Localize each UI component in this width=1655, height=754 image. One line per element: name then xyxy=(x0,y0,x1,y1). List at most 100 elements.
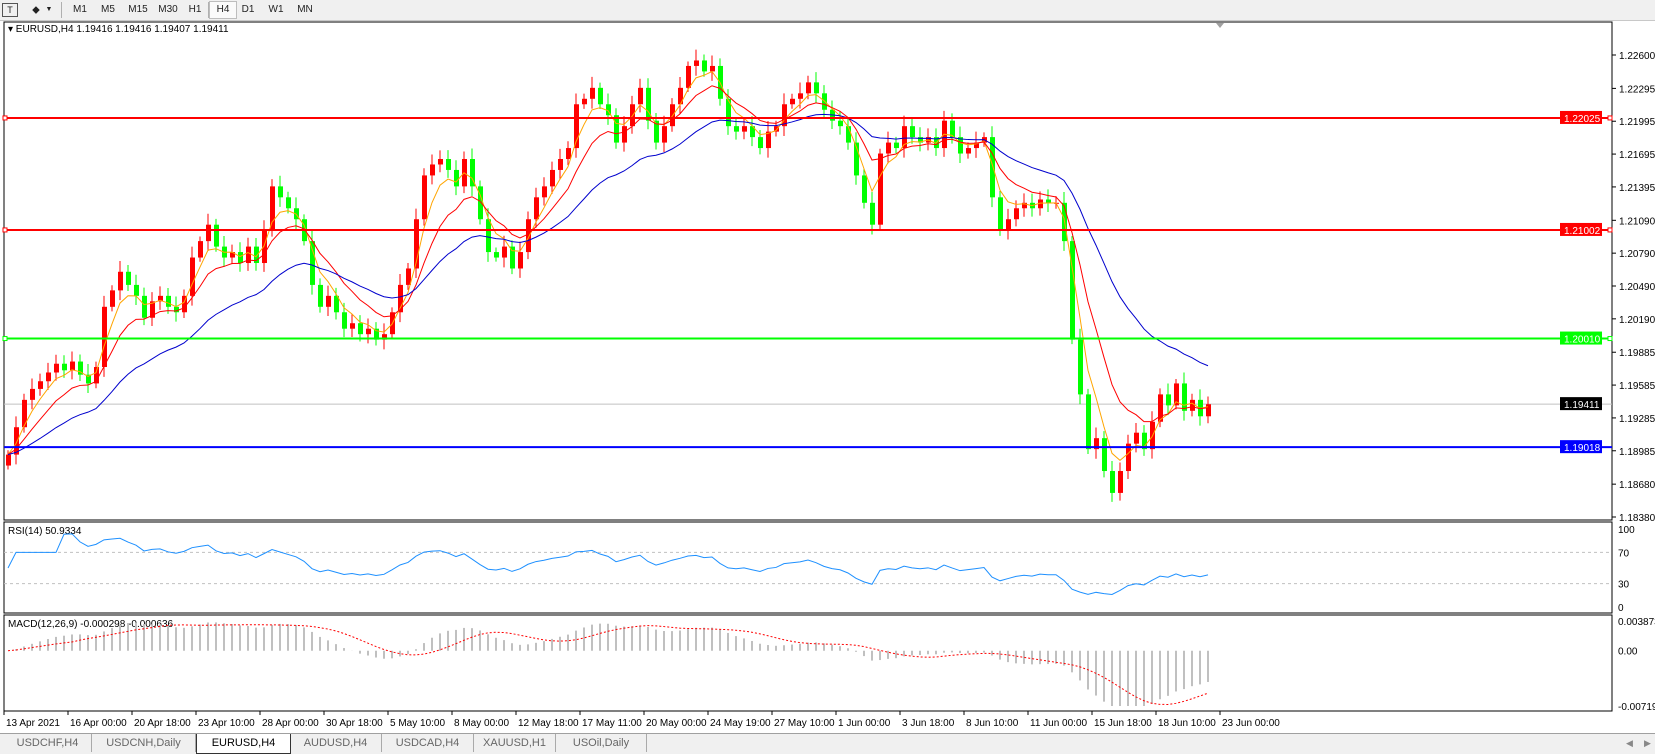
tab-audusd-h4[interactable]: AUDUSD,H4 xyxy=(290,734,382,752)
candle-body xyxy=(558,159,563,170)
tab-eurusd-h4[interactable]: EURUSD,H4 xyxy=(196,734,291,754)
candle-body xyxy=(158,295,163,302)
candle-body xyxy=(342,312,347,329)
time-axis-label: 8 May 00:00 xyxy=(454,718,509,729)
candle-body xyxy=(958,137,963,154)
candle-body xyxy=(566,148,571,160)
candle-body xyxy=(1166,394,1171,406)
time-axis-label: 18 Jun 10:00 xyxy=(1158,718,1216,729)
candle-body xyxy=(1110,471,1115,493)
price-axis-label: 1.21995 xyxy=(1619,117,1655,128)
rsi-axis-label: 100 xyxy=(1618,525,1635,536)
candle-body xyxy=(286,197,291,209)
candle-body xyxy=(190,257,195,296)
candle-body xyxy=(542,186,547,198)
tab-usdchf-h4[interactable]: USDCHF,H4 xyxy=(4,734,92,752)
candle-body xyxy=(1022,202,1027,209)
candle-body xyxy=(142,295,147,318)
time-axis-label: 1 Jun 00:00 xyxy=(838,718,891,729)
candle-body xyxy=(598,87,603,105)
macd-signal-line xyxy=(7,624,1209,705)
timeframe-h4[interactable]: H4 xyxy=(209,1,237,19)
toolbar-separator xyxy=(61,2,62,18)
timeframe-m5[interactable]: M5 xyxy=(101,4,115,15)
tab-usdcnh-daily[interactable]: USDCNH,Daily xyxy=(92,734,196,752)
candle-body xyxy=(214,224,219,247)
candle-body xyxy=(470,159,475,187)
candle-body xyxy=(166,295,171,307)
toolbar: T ⬥ ▼ M1 M5 M15 M30 H1 H4 D1 W1 MN xyxy=(0,0,1655,21)
tab-usoil-daily[interactable]: USOil,Daily xyxy=(556,734,647,752)
text-tool-icon[interactable]: T xyxy=(2,3,18,17)
tab-usdcad-h4[interactable]: USDCAD,H4 xyxy=(382,734,474,752)
candle-body xyxy=(510,246,515,269)
candle-body xyxy=(1126,443,1131,472)
candle-body xyxy=(694,60,699,66)
timeframe-mn[interactable]: MN xyxy=(297,4,313,15)
price-tag-label: 1.20010 xyxy=(1564,335,1601,346)
chart-tabs: USDCHF,H4 USDCNH,Daily EURUSD,H4 AUDUSD,H4 U… xyxy=(0,733,1655,754)
line-tools-icon[interactable]: ⬥ xyxy=(32,4,40,16)
candle-body xyxy=(1102,438,1107,472)
price-axis-label: 1.20490 xyxy=(1619,282,1655,293)
candle-body xyxy=(62,363,67,371)
timeframe-m30[interactable]: M30 xyxy=(158,4,178,15)
line-handle[interactable] xyxy=(1607,115,1613,121)
main-pane xyxy=(3,21,1613,521)
timeframe-m15[interactable]: M15 xyxy=(128,4,148,15)
candle-body xyxy=(174,306,179,313)
time-axis-label: 11 Jun 00:00 xyxy=(1030,718,1088,729)
candle-body xyxy=(726,98,731,127)
macd-axis-label: 0.00 xyxy=(1618,647,1638,658)
price-axis-label: 1.19285 xyxy=(1619,414,1655,425)
time-axis-label: 24 May 19:00 xyxy=(710,718,771,729)
candle-body xyxy=(334,295,339,313)
candle-body xyxy=(270,186,275,231)
candle-body xyxy=(966,148,971,154)
scroll-right-icon[interactable]: ▶ xyxy=(1644,738,1651,748)
tab-xauusd-h1[interactable]: XAUUSD,H1 xyxy=(474,734,556,752)
line-handle[interactable] xyxy=(1607,336,1613,342)
chart-shift-icon[interactable] xyxy=(1216,23,1224,28)
candle-body xyxy=(454,169,459,187)
candle-body xyxy=(198,241,203,258)
candle-body xyxy=(878,153,883,225)
scroll-left-icon[interactable]: ◀ xyxy=(1626,738,1633,748)
candle-body xyxy=(294,208,299,220)
candle-body xyxy=(326,295,331,307)
price-axis-label: 1.18985 xyxy=(1619,447,1655,458)
timeframe-w1[interactable]: W1 xyxy=(268,4,284,15)
candle-body xyxy=(78,361,83,375)
candle-body xyxy=(758,137,763,149)
candle-body xyxy=(918,137,923,143)
candle-body xyxy=(406,268,411,285)
timeframe-h1[interactable]: H1 xyxy=(188,4,202,15)
price-axis-label: 1.19885 xyxy=(1619,348,1655,359)
candle-body xyxy=(614,115,619,143)
price-axis-label: 1.21090 xyxy=(1619,216,1655,227)
price-axis-label: 1.20190 xyxy=(1619,315,1655,326)
candle-body xyxy=(1014,208,1019,220)
line-handle[interactable] xyxy=(2,336,8,342)
price-axis-label: 1.18380 xyxy=(1619,513,1655,524)
candle-body xyxy=(1206,404,1211,417)
timeframe-d1[interactable]: D1 xyxy=(241,4,255,15)
candle-body xyxy=(862,175,867,203)
candle-body xyxy=(318,284,323,307)
candle-body xyxy=(22,399,27,428)
candle-body xyxy=(126,271,131,285)
candle-body xyxy=(574,104,579,149)
timeframe-m1[interactable]: M1 xyxy=(73,4,87,15)
line-handle[interactable] xyxy=(1607,227,1613,233)
line-handle[interactable] xyxy=(2,115,8,121)
candle-body xyxy=(550,169,555,187)
chart-area[interactable]: 1.22600 1.22295 1.21995 1.21695 1.21395 1.210… xyxy=(0,20,1655,733)
line-handle[interactable] xyxy=(2,227,8,233)
candle-body xyxy=(422,175,427,220)
candle-body xyxy=(910,126,915,138)
candle-body xyxy=(710,65,715,72)
dropdown-arrow-icon[interactable]: ▼ xyxy=(45,6,53,13)
time-axis-label: 13 Apr 2021 xyxy=(6,718,60,729)
macd-axis-label: 0.003873 xyxy=(1618,617,1655,628)
candle-body xyxy=(94,367,99,384)
